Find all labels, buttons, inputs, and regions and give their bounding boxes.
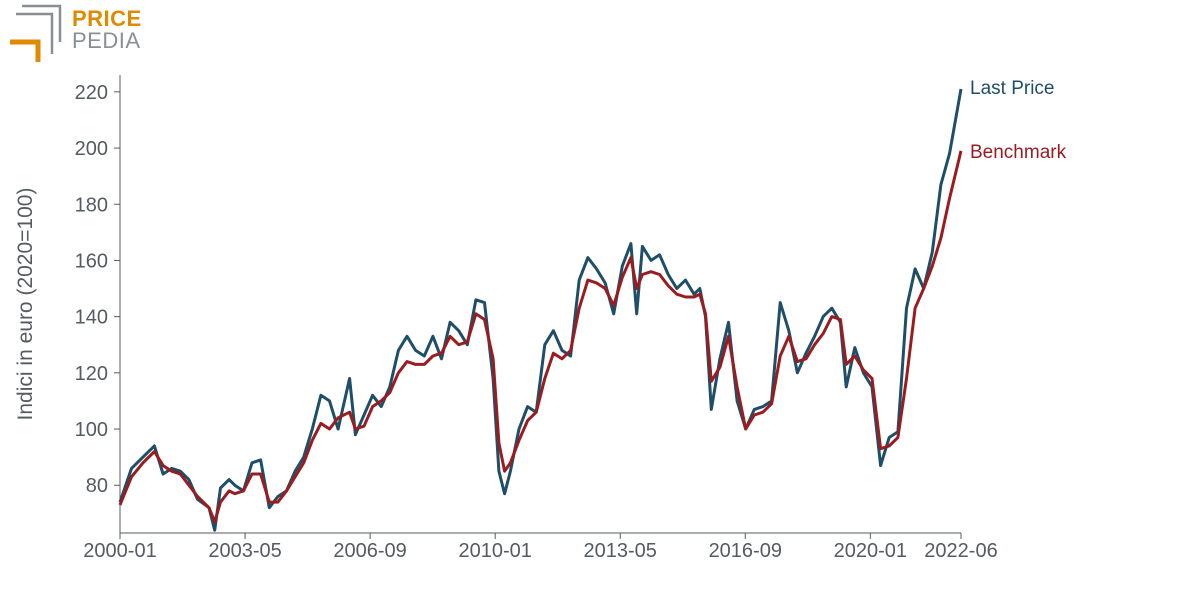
x-tick-label: 2003-05 bbox=[208, 540, 281, 562]
logo-text-price: PRICE bbox=[72, 6, 142, 31]
x-tick-label: 2013-05 bbox=[584, 540, 657, 562]
x-tick-label: 2020-01 bbox=[834, 540, 907, 562]
series-line-benchmark bbox=[118, 150, 963, 524]
x-tick-label: 2006-09 bbox=[333, 540, 406, 562]
y-tick-label: 220 bbox=[75, 82, 108, 104]
y-axis-title: Indici in euro (2020=100) bbox=[14, 188, 37, 421]
x-tick-label: 2022-06 bbox=[924, 540, 997, 562]
series-line-last-price bbox=[118, 88, 963, 532]
y-tick-label: 200 bbox=[75, 138, 108, 160]
x-tick-label: 2000-01 bbox=[83, 540, 156, 562]
y-tick-label: 140 bbox=[75, 307, 108, 329]
chart-legend: Last Price Benchmark bbox=[970, 78, 1067, 163]
chart-series bbox=[118, 88, 963, 532]
x-tick-label: 2016-09 bbox=[709, 540, 782, 562]
legend-label-last-price: Last Price bbox=[970, 78, 1054, 99]
pricepedia-logo: PRICE PEDIA bbox=[8, 4, 148, 66]
y-tick-label: 160 bbox=[75, 250, 108, 272]
x-tick-label: 2010-01 bbox=[458, 540, 531, 562]
logo-text-pedia: PEDIA bbox=[72, 28, 141, 53]
y-tick-label: 180 bbox=[75, 194, 108, 216]
y-tick-label: 100 bbox=[75, 419, 108, 441]
chart-axes: 80 100 120 140 160 180 200 220 2000-01 2003-05 200… bbox=[75, 75, 998, 562]
pricepedia-logo-mark bbox=[10, 4, 62, 62]
y-tick-label: 120 bbox=[75, 363, 108, 385]
y-tick-label: 80 bbox=[86, 475, 108, 497]
legend-label-benchmark: Benchmark bbox=[970, 142, 1067, 163]
